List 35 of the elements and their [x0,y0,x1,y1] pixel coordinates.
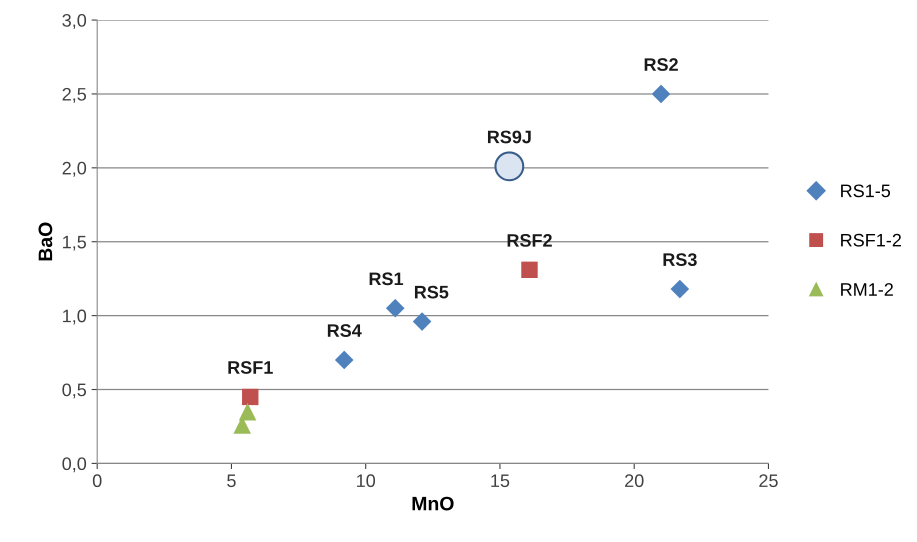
annotation: RS2 [644,58,678,71]
annotation: RS1 [370,272,404,286]
point [494,151,524,182]
annotation: RS9J [488,130,531,144]
point [242,388,258,406]
y-tick-label: 1,5 [63,236,86,251]
x-tick-label: 20 [625,474,644,488]
y-tick-label: 1,0 [63,310,86,324]
point [238,402,256,420]
x-tick-label: 10 [357,474,376,488]
point [412,312,432,331]
point [670,280,690,298]
y-axis-title: BaO [38,222,52,260]
x-tick-label: 25 [759,474,778,488]
annotation: RSF2 [508,234,552,247]
point [386,298,405,318]
x-axis-title: MnO [412,496,454,510]
annotation: RS3 [663,253,697,266]
legend-label: RSF1-2 [841,234,901,247]
point [334,350,354,370]
legend-label: RM1-2 [841,283,893,296]
x-tick-label: 5 [227,474,236,488]
x-tick-label: 0 [92,474,102,488]
annotation: RSF1 [228,361,273,374]
y-tick-label: 2,0 [62,162,86,177]
point [652,84,670,104]
annotation: RS4 [328,324,362,337]
annotation: RS5 [414,286,448,299]
y-tick-label: 0,5 [62,383,86,398]
x-tick-label: 15 [491,474,510,488]
legend-label: RS1-5 [841,184,890,198]
point [521,262,538,278]
y-tick-label: 3,0 [62,14,86,29]
y-tick-label: 2,5 [62,88,86,103]
y-tick-label: 0,0 [62,457,86,472]
